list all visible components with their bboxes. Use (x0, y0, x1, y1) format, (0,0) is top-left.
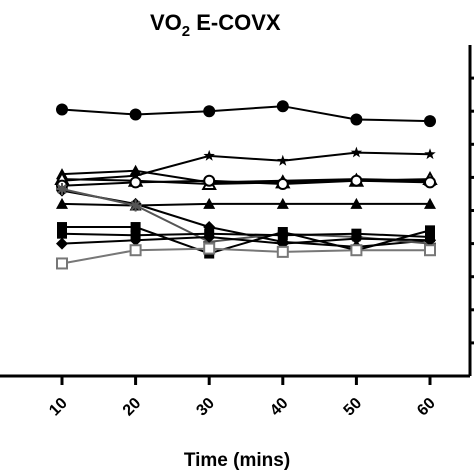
data-point (56, 103, 68, 116)
data-point (203, 197, 216, 209)
x-axis-label: Time (mins) (184, 450, 290, 471)
data-point (276, 245, 289, 258)
data-point (277, 230, 288, 241)
data-point (424, 148, 436, 160)
series-line (61, 235, 431, 245)
data-point (424, 115, 436, 128)
data-point (350, 244, 363, 257)
x-tick-label: 60 (414, 395, 439, 420)
series-12 (56, 242, 436, 270)
data-point (350, 197, 363, 209)
series-line (62, 226, 431, 255)
data-point (203, 149, 215, 161)
data-point (56, 237, 68, 250)
data-point (424, 197, 436, 209)
data-point (129, 199, 142, 212)
series-1 (56, 100, 436, 128)
data-point (203, 174, 216, 187)
x-tick-label: 20 (120, 395, 145, 420)
data-point (129, 234, 142, 247)
series-line (61, 179, 431, 187)
series-layer (54, 100, 438, 270)
series-line (61, 247, 430, 265)
data-point (129, 108, 142, 121)
data-point (129, 164, 142, 176)
x-axis: 10 20 30 40 50 60 (0, 374, 470, 420)
chart-title-rest: E-COVX (190, 10, 281, 35)
data-point (424, 176, 436, 189)
x-tick-label: 40 (267, 395, 292, 420)
chart-title-main: VO (150, 10, 182, 35)
data-point (424, 244, 436, 257)
data-point (350, 113, 363, 126)
y-axis (468, 45, 474, 376)
data-point (203, 242, 216, 255)
data-point (350, 174, 363, 187)
data-point (130, 222, 141, 233)
chart-title: VO2 E-COVX (150, 10, 281, 40)
series-line (61, 151, 431, 182)
data-point (56, 257, 68, 270)
data-point (276, 100, 289, 113)
data-point (129, 176, 142, 189)
chart-title-subscript: 2 (182, 23, 190, 40)
data-point (57, 228, 67, 239)
data-point (350, 146, 363, 158)
data-point (277, 154, 289, 166)
series-line (61, 202, 430, 207)
data-point (276, 178, 289, 191)
x-tick-label: 10 (46, 395, 71, 420)
data-point (57, 222, 67, 233)
data-point (56, 182, 68, 195)
series-line (61, 105, 431, 123)
data-point (276, 197, 289, 209)
data-point (129, 244, 142, 257)
data-point (203, 230, 216, 243)
x-tick-label: 50 (341, 395, 366, 420)
x-tick-label: 30 (193, 395, 218, 420)
data-point (425, 225, 435, 236)
series-line (61, 232, 431, 238)
data-point (56, 197, 68, 209)
data-point (424, 234, 436, 247)
data-point (350, 232, 363, 245)
data-point (203, 105, 216, 118)
